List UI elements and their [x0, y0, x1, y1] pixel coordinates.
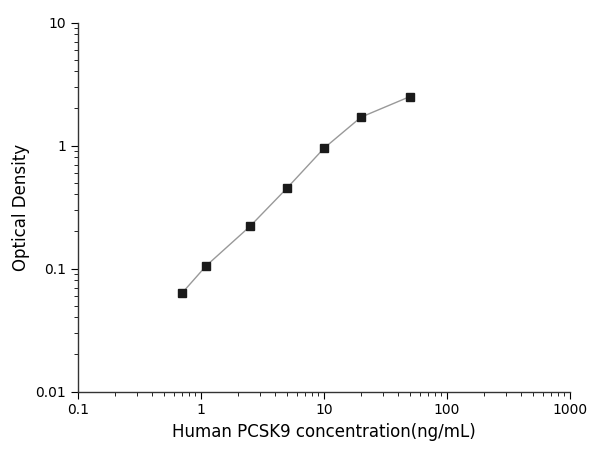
X-axis label: Human PCSK9 concentration(ng/mL): Human PCSK9 concentration(ng/mL): [172, 423, 476, 441]
Y-axis label: Optical Density: Optical Density: [12, 144, 30, 270]
